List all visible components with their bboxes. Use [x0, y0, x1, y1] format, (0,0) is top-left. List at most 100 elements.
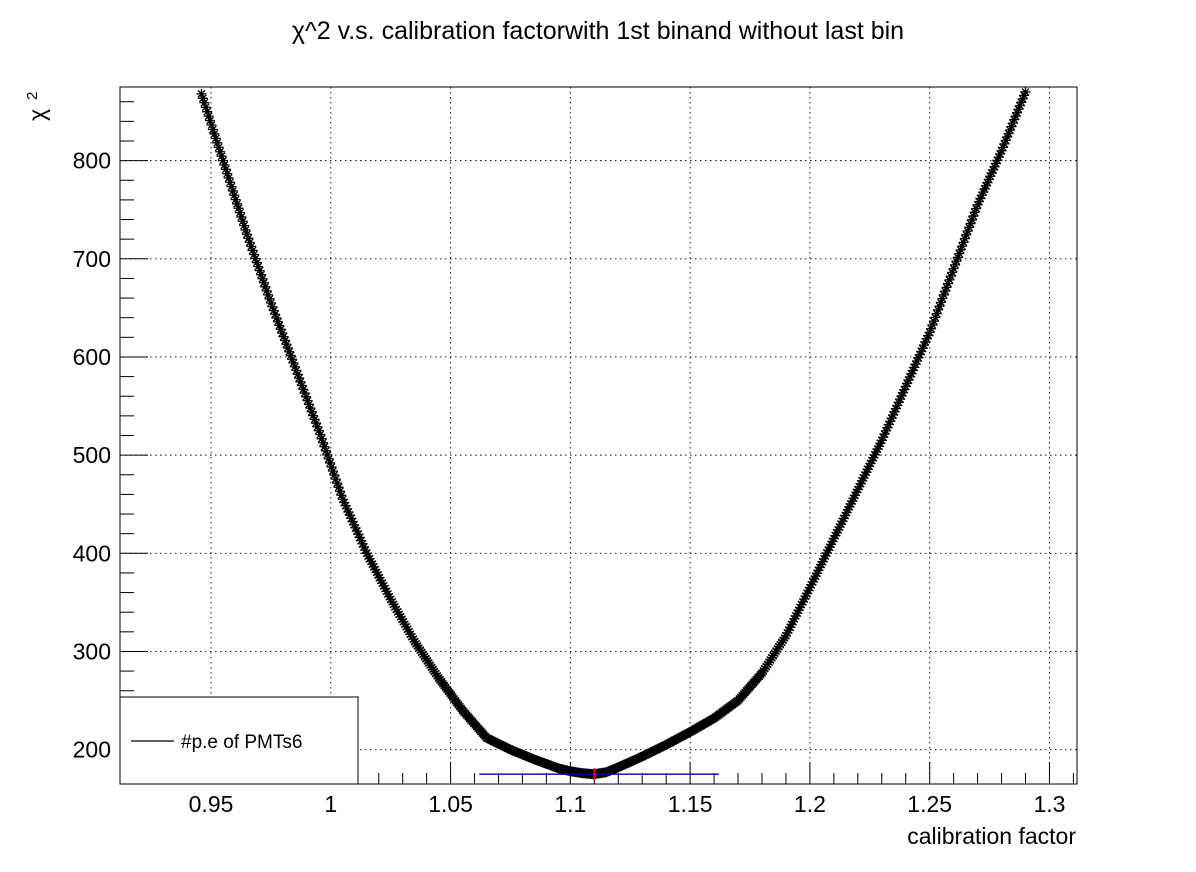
- legend: #p.e of PMTs6: [119, 696, 359, 785]
- data-point: [258, 277, 269, 288]
- data-point: [250, 253, 261, 264]
- data-point: [921, 333, 932, 344]
- data-point: [232, 198, 243, 209]
- data-point: [888, 410, 899, 420]
- data-point: [351, 526, 362, 537]
- data-point: [202, 106, 213, 117]
- data-point: [368, 561, 379, 572]
- data-point: [254, 265, 265, 276]
- data-point: [893, 397, 904, 408]
- data-point: [937, 293, 948, 304]
- data-point: [365, 556, 376, 567]
- data-point: [979, 183, 990, 194]
- y-tick-label: 800: [73, 148, 111, 174]
- data-point: [1000, 135, 1011, 146]
- data-point: [325, 457, 336, 468]
- data-point: [312, 421, 323, 432]
- data-point: [911, 356, 922, 367]
- data-point: [285, 350, 296, 361]
- data-point: [896, 390, 907, 401]
- data-point: [838, 513, 849, 524]
- grid: [120, 87, 1077, 784]
- data-point: [842, 504, 853, 515]
- data-point: [1020, 86, 1031, 97]
- data-point: [817, 556, 828, 567]
- data-point: [973, 196, 984, 207]
- data-point: [347, 516, 358, 527]
- data-point: [243, 233, 254, 244]
- data-point: [793, 605, 804, 616]
- data-point: [196, 88, 207, 99]
- data-point: [277, 328, 288, 338]
- data-point: [261, 285, 272, 296]
- data-point: [207, 124, 218, 135]
- data-point: [1012, 107, 1023, 118]
- data-point: [299, 388, 310, 399]
- data-point: [948, 263, 959, 274]
- data-point: [229, 190, 240, 201]
- data-point: [968, 211, 979, 222]
- data-point: [288, 358, 299, 369]
- data-point: [866, 455, 877, 466]
- data-point: [356, 535, 367, 546]
- data-point: [954, 248, 965, 259]
- data-point: [203, 111, 214, 122]
- data-point: [249, 249, 260, 260]
- data-point: [394, 609, 405, 620]
- data-point: [797, 596, 808, 607]
- data-point: [914, 349, 925, 360]
- data-point: [1003, 128, 1014, 139]
- data-point: [783, 625, 794, 636]
- data-point: [920, 336, 931, 347]
- data-point: [220, 164, 231, 175]
- data-point: [989, 161, 1000, 172]
- data-point: [952, 252, 963, 263]
- data-point: [814, 562, 825, 573]
- data-point: [930, 312, 941, 323]
- data-point: [875, 438, 886, 449]
- data-point: [959, 233, 970, 244]
- data-point: [889, 406, 900, 417]
- data-point: [845, 498, 856, 509]
- data-point: [876, 435, 887, 446]
- data-point: [886, 413, 897, 424]
- data-point: [969, 207, 980, 218]
- data-point: [1017, 93, 1028, 104]
- data-point: [804, 582, 815, 593]
- data-point: [219, 159, 230, 170]
- data-point: [786, 619, 797, 630]
- x-tick-label: 1.1: [554, 791, 586, 817]
- data-point: [385, 594, 396, 605]
- data-point: [363, 551, 374, 562]
- y-tick-label: 600: [73, 344, 111, 370]
- data-point: [199, 97, 210, 108]
- data-point: [298, 384, 309, 395]
- data-point: [833, 524, 844, 535]
- data-point: [809, 574, 820, 584]
- data-point: [862, 464, 873, 475]
- data-point: [1006, 121, 1017, 132]
- data-point: [840, 510, 851, 521]
- data-point: [216, 151, 227, 162]
- data-point: [200, 102, 211, 113]
- data-point: [406, 631, 417, 642]
- data-point: [869, 449, 880, 460]
- data-point: [848, 493, 859, 504]
- data-point: [360, 545, 371, 556]
- data-point: [256, 269, 267, 280]
- data-point: [858, 472, 869, 483]
- data-point: [782, 627, 793, 638]
- data-point: [820, 550, 831, 561]
- data-point: [993, 152, 1004, 163]
- data-point: [399, 619, 410, 630]
- data-point: [933, 304, 944, 315]
- data-point: [319, 441, 330, 452]
- data-point: [790, 610, 801, 621]
- data-point: [209, 128, 220, 139]
- data-point: [785, 622, 796, 633]
- data-point: [999, 138, 1010, 149]
- data-point: [958, 237, 969, 248]
- data-point: [927, 319, 938, 330]
- data-point: [357, 538, 368, 549]
- data-point: [941, 282, 952, 293]
